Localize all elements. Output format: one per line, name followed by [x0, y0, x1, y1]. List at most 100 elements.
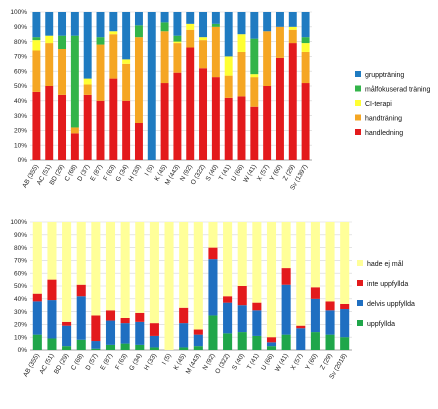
x-tick-label: C (68): [70, 353, 85, 372]
bar-segment-handledning: [275, 57, 284, 160]
bar-segment-handledning: [70, 133, 79, 160]
x-tick-label: E (87): [99, 353, 114, 372]
bar-segment-delvis-uppfyllda: [76, 296, 86, 340]
y-tick-label: 0%: [18, 157, 28, 164]
bar-segment-handledning: [237, 96, 246, 160]
bar-segment-delvis-uppfyllda: [120, 323, 130, 344]
bar-segment-målfokuserad-träning: [70, 35, 79, 128]
bar-segment-ci-terapi: [199, 37, 208, 41]
x-tick-label: I (5): [161, 353, 173, 367]
y-tick-label: 90%: [14, 24, 27, 31]
bar-segment-inte-uppfyllda: [208, 247, 218, 260]
legend-label: handledning: [365, 130, 403, 137]
legend-label: CI-terapi: [365, 101, 392, 108]
bar-segment-ci-terapi: [186, 23, 195, 30]
x-tick-label: H (33): [143, 353, 158, 372]
bar-segment-delvis-uppfyllda: [208, 259, 218, 316]
bar-segment-handträning: [58, 49, 67, 95]
bar-segment-uppfyllda: [310, 332, 320, 350]
bar-segment-delvis-uppfyllda: [62, 325, 72, 347]
x-tick-label: F (63): [114, 353, 129, 372]
bar-segment-gruppträning: [147, 12, 156, 160]
x-tick-label: N (92): [202, 353, 217, 372]
bar-segment-handledning: [58, 94, 67, 160]
legend-swatch: [357, 260, 363, 266]
bar-segment-gruppträning: [160, 12, 169, 23]
bar-segment-handledning: [173, 72, 182, 160]
bar-segment-ci-terapi: [224, 56, 233, 76]
x-tick-label: Z (29): [319, 353, 334, 372]
bar-segment-målfokuserad-träning: [173, 35, 182, 42]
bar-segment-handträning: [275, 26, 284, 58]
bar-segment-uppfyllda: [223, 333, 233, 350]
bar-segment-handledning: [96, 100, 105, 160]
bar-segment-handträning: [186, 29, 195, 48]
bar-segment-hade-ej-mål: [47, 222, 57, 280]
y-tick-label: 90%: [14, 232, 27, 239]
legend-label: gruppträning: [365, 72, 404, 79]
bar-segment-handledning: [301, 83, 310, 160]
bar-segment-handledning: [199, 68, 208, 160]
bar-segment-delvis-uppfyllda: [252, 310, 262, 336]
bar-segment-inte-uppfyllda: [223, 296, 233, 303]
bar-segment-ci-terapi: [173, 41, 182, 44]
bar-segment-gruppträning: [263, 12, 272, 32]
bar-segment-gruppträning: [199, 12, 208, 38]
bar-segment-hade-ej-mål: [164, 222, 174, 350]
bar-segment-inte-uppfyllda: [310, 287, 320, 299]
x-tick-label: S (40): [231, 353, 246, 372]
bar-segment-ci-terapi: [250, 74, 259, 78]
bar-segment-gruppträning: [275, 12, 284, 27]
bar-segment-handträning: [263, 31, 272, 87]
y-tick-label: 60%: [14, 270, 27, 277]
bar-segment-målfokuserad-träning: [96, 37, 105, 45]
bar-segment-hade-ej-mål: [237, 222, 247, 286]
bar-segment-gruppträning: [224, 12, 233, 57]
bar-segment-delvis-uppfyllda: [266, 342, 277, 347]
bar-segment-hade-ej-mål: [340, 222, 350, 304]
bar-segment-gruppträning: [32, 12, 41, 38]
legend-swatch: [355, 85, 361, 92]
y-tick-label: 100%: [10, 219, 27, 226]
legend-swatch: [357, 280, 363, 286]
bar-segment-uppfyllda: [91, 348, 101, 350]
bar-segment-uppfyllda: [62, 346, 72, 350]
y-tick-label: 50%: [14, 83, 27, 90]
bar-segment-hade-ej-mål: [266, 222, 277, 338]
y-tick-label: 70%: [14, 54, 27, 61]
bar-segment-delvis-uppfyllda: [179, 323, 189, 348]
bar-segment-handträning: [109, 34, 118, 79]
bar-segment-handledning: [122, 100, 131, 160]
y-tick-label: 80%: [14, 39, 27, 46]
bar-segment-hade-ej-mål: [135, 222, 145, 313]
x-tick-label: G (34): [128, 353, 143, 372]
bar-segment-gruppträning: [186, 12, 195, 24]
bar-segment-handträning: [83, 84, 92, 95]
bar-segment-målfokuserad-träning: [32, 37, 41, 41]
bar-segment-ci-terapi: [288, 26, 297, 30]
bar-segment-gruppträning: [288, 12, 297, 27]
bar-segment-ci-terapi: [83, 78, 92, 85]
bar-segment-handträning: [224, 75, 233, 98]
bar-segment-uppfyllda: [120, 343, 130, 350]
y-tick-label: 40%: [14, 296, 27, 303]
bar-segment-ci-terapi: [45, 35, 54, 44]
bar-segment-handledning: [32, 91, 41, 160]
bar-segment-delvis-uppfyllda: [32, 301, 42, 335]
bar-segment-inte-uppfyllda: [179, 307, 189, 324]
x-tick-label: H (33): [128, 164, 143, 183]
bar-segment-inte-uppfyllda: [47, 279, 57, 301]
legend-swatch: [357, 320, 363, 326]
x-tick-label: O (322): [214, 353, 231, 376]
x-tick-label: D (57): [85, 353, 100, 372]
legend-swatch: [355, 100, 361, 106]
bar-segment-handträning: [45, 43, 54, 86]
bar-segment-hade-ej-mål: [281, 222, 291, 269]
y-tick-label: 10%: [14, 334, 27, 341]
bar-segment-gruppträning: [83, 12, 92, 79]
bar-segment-handledning: [263, 86, 272, 160]
bar-segment-handledning: [224, 97, 233, 160]
legend-label: inte uppfyllda: [367, 281, 408, 288]
bar-segment-delvis-uppfyllda: [105, 320, 116, 345]
bar-segment-hade-ej-mål: [32, 222, 42, 294]
